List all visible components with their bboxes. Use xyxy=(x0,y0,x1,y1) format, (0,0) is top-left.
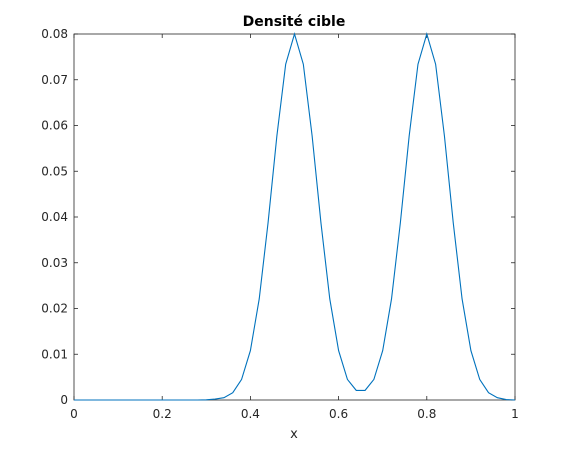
x-tick-label: 0.8 xyxy=(417,407,436,421)
x-tick-label: 0.4 xyxy=(241,407,260,421)
x-tick-label: 1 xyxy=(511,407,519,421)
y-tick-label: 0.07 xyxy=(41,73,68,87)
y-tick-label: 0.08 xyxy=(41,27,68,41)
chart-title: Densité cible xyxy=(243,14,346,30)
y-tick-label: 0.06 xyxy=(41,119,68,133)
y-tick-label: 0.02 xyxy=(41,302,68,316)
x-tick-label: 0.2 xyxy=(153,407,172,421)
series-layer xyxy=(74,32,516,401)
plot-area xyxy=(73,33,516,401)
series-line xyxy=(74,32,516,401)
x-axis: 0 0.2 0.4 0.6 0.8 1 xyxy=(70,34,519,421)
y-tick-label: 0.04 xyxy=(41,210,68,224)
axes-frame xyxy=(73,33,516,401)
y-tick-label: 0.01 xyxy=(41,347,68,361)
x-tick-label: 0.6 xyxy=(329,407,348,421)
x-axis-label: x xyxy=(290,427,298,442)
y-tick-label: 0.03 xyxy=(41,256,68,270)
y-axis: 0 0.01 0.02 0.03 0.04 0.05 0.06 0.07 0.08 xyxy=(41,27,515,407)
x-tick-label: 0 xyxy=(70,407,78,421)
y-tick-label: 0 xyxy=(60,393,68,407)
y-tick-label: 0.05 xyxy=(41,164,68,178)
